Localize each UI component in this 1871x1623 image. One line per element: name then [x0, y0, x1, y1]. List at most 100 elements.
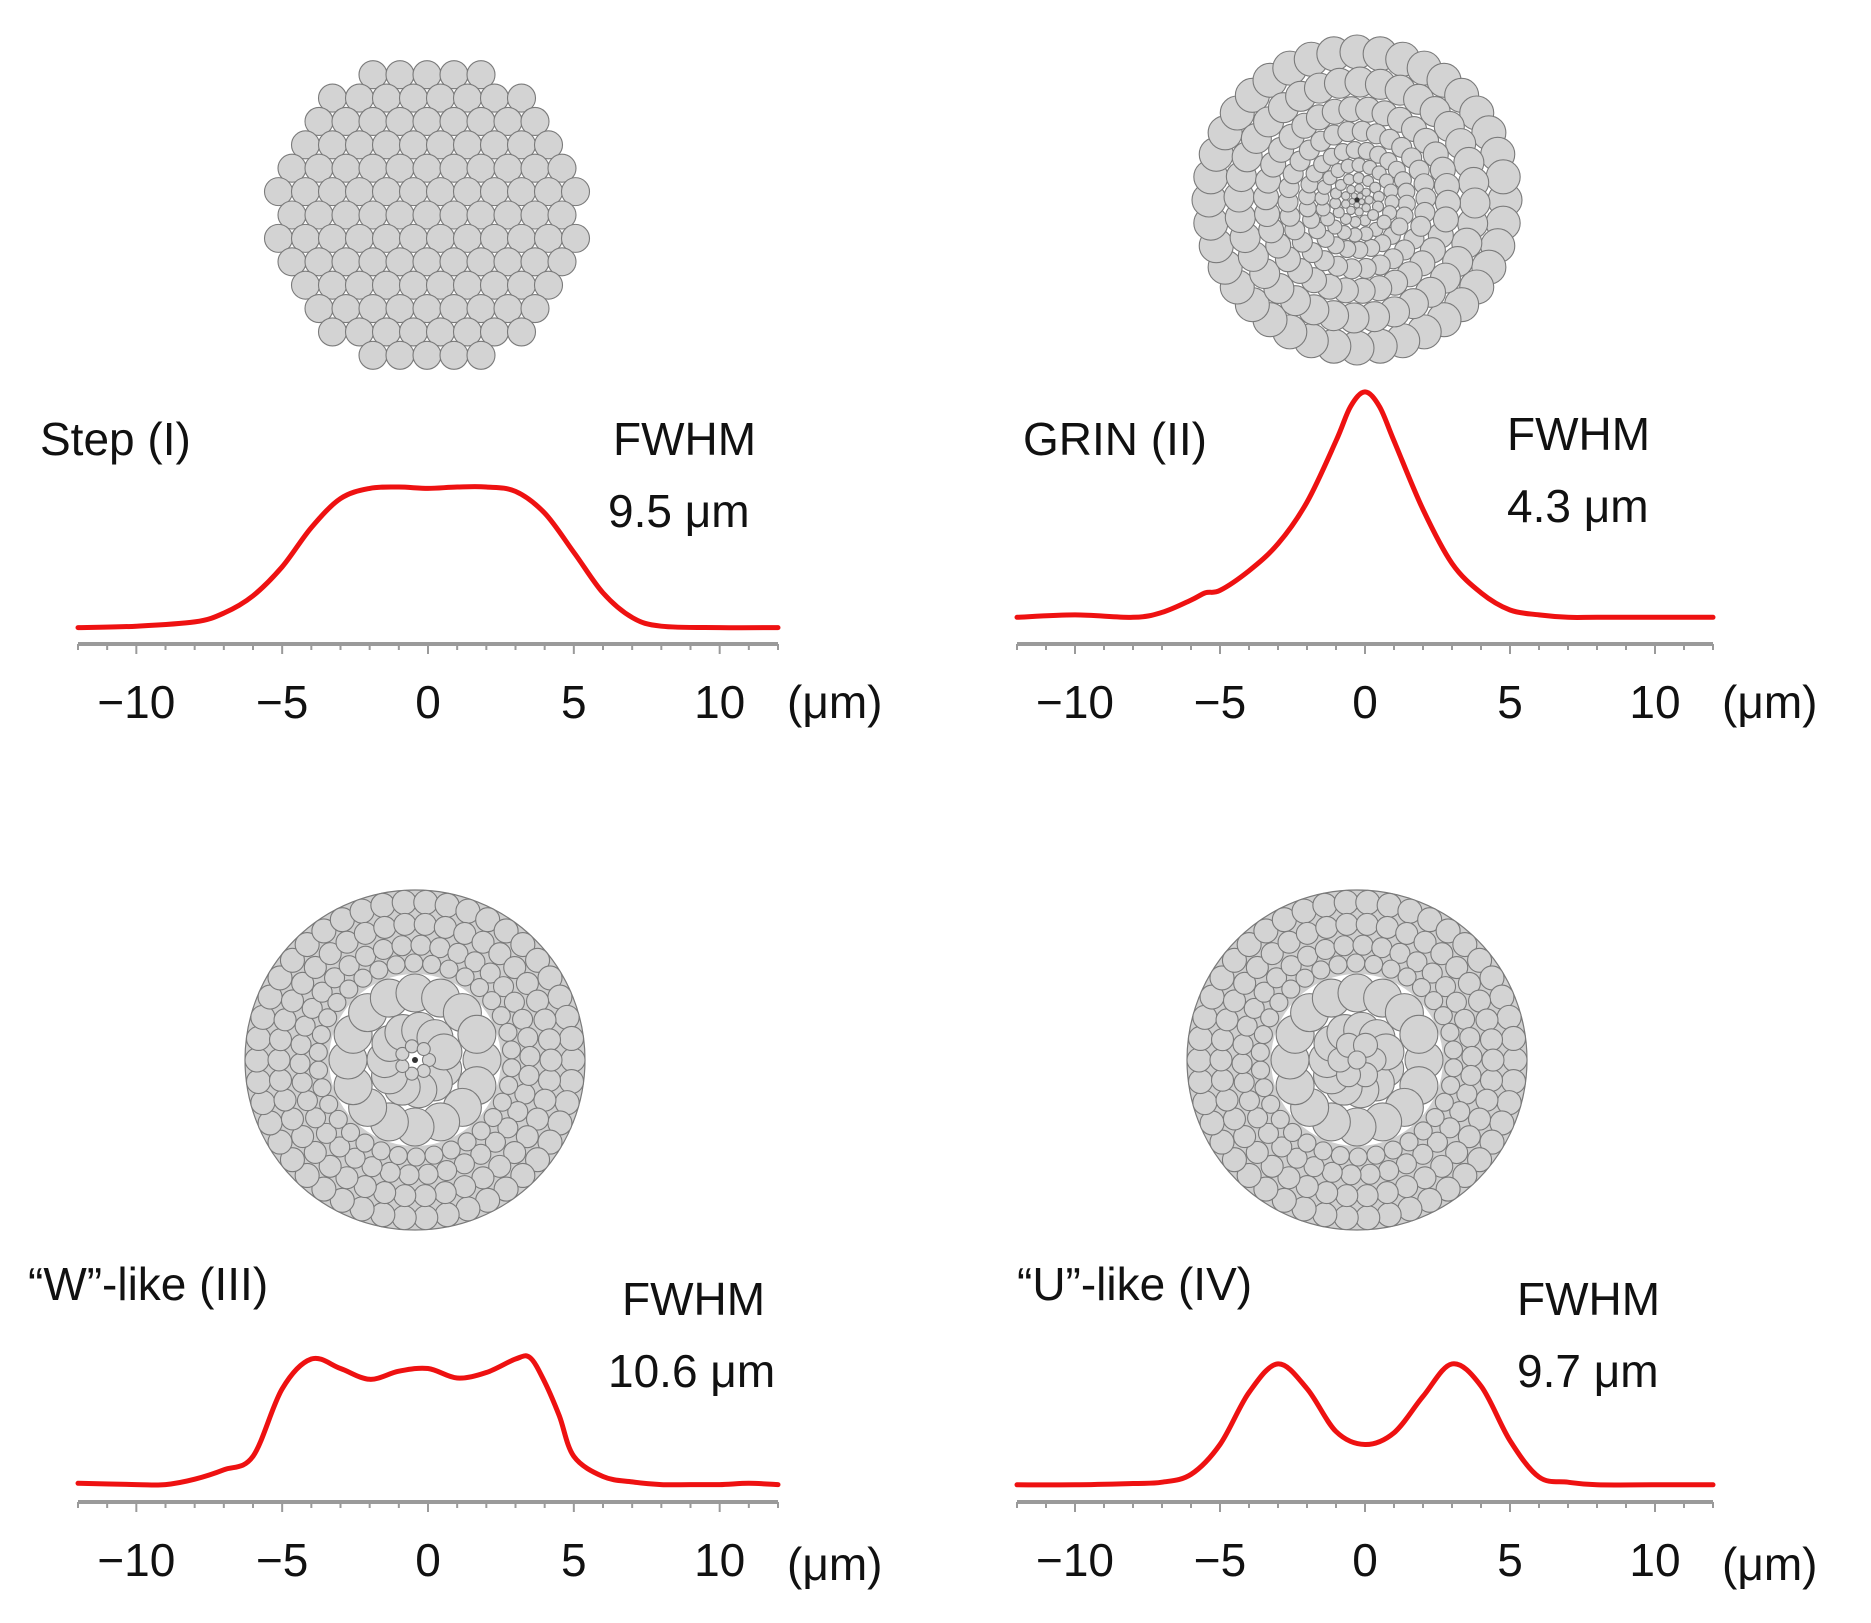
fiber-cell: [469, 977, 490, 998]
fiber-cell: [455, 967, 475, 987]
fiber-cell: [501, 1040, 522, 1060]
fiber-cell: [492, 976, 515, 998]
x-unit-u-like: (μm): [1722, 1538, 1817, 1590]
fiber-cell: [311, 1025, 331, 1045]
fiber-cell: [1426, 1131, 1448, 1153]
fiber-cell: [267, 1048, 291, 1072]
fiber-cell: [470, 1143, 492, 1165]
fiber-cell: [305, 1107, 327, 1129]
x-tick-label: −10: [97, 676, 175, 728]
fiber-cell: [1245, 1140, 1269, 1165]
fiber-cell: [433, 1181, 457, 1205]
fiber-cell: [502, 1058, 522, 1078]
fiber-cell: [404, 1039, 419, 1054]
fiber-cell: [406, 1147, 426, 1167]
fiber-cell: [1435, 918, 1461, 944]
fiber-cell: [1187, 1025, 1214, 1052]
fiber-cell: [245, 1025, 272, 1052]
fiber-cell: [1348, 1147, 1368, 1167]
fiber-cell: [1424, 991, 1444, 1011]
fiber-cell: [525, 1147, 551, 1173]
fwhm-value-w-like: 10.6 μm: [608, 1345, 775, 1397]
fiber-cell: [391, 889, 417, 915]
fiber-cell: [317, 317, 348, 347]
fiber-cell: [1435, 1176, 1461, 1202]
fiber-cell: [413, 1184, 437, 1208]
x-unit-grin: (μm): [1722, 676, 1817, 728]
fiber-cell: [429, 937, 451, 959]
fiber-cell: [324, 967, 346, 989]
fiber-cell: [280, 989, 305, 1013]
fiber-cell: [1358, 198, 1366, 206]
fiber-cell: [301, 997, 323, 1019]
fiber-cell: [1371, 937, 1393, 959]
fiber-cell: [370, 892, 396, 918]
fiber-cell: [1270, 1109, 1290, 1129]
fiber-cell: [1479, 1129, 1505, 1155]
fiber-cell: [355, 1133, 375, 1153]
fiber-cell: [466, 340, 496, 370]
fiber-cell: [308, 1060, 329, 1080]
fiber-cell: [537, 1028, 562, 1052]
fiber-cell: [1233, 1071, 1255, 1093]
fiber-cell: [453, 1175, 477, 1199]
x-tick-label: 5: [561, 1534, 587, 1586]
fiber-cell: [1413, 930, 1437, 954]
fiber-cell: [303, 1140, 327, 1165]
profile-plot-w-like: −10 −5 0 5 10: [75, 1353, 781, 1586]
fiber-cell: [386, 955, 406, 975]
fiber-cell: [1253, 981, 1275, 1003]
fiber-cell: [412, 340, 442, 370]
fiber-cell: [1333, 935, 1355, 957]
profile-plot-u-like: −10 −5 0 5 10: [1014, 1361, 1716, 1586]
fiber-cell: [560, 1047, 586, 1073]
fiber-cell: [315, 1122, 338, 1144]
fiber-cell: [1215, 1088, 1239, 1112]
x-tick-label: 0: [415, 676, 441, 728]
fiber-cell: [1328, 955, 1348, 975]
fiber-cell: [413, 889, 439, 915]
fiber-cell: [1376, 214, 1392, 230]
fiber-cell: [455, 1196, 481, 1222]
fiber-cell: [1209, 1048, 1233, 1072]
fiber-cell: [1449, 1101, 1471, 1123]
x-tick-label: 5: [1497, 676, 1523, 728]
fiber-cell: [1277, 1166, 1301, 1190]
intensity-profile-line: [75, 1353, 781, 1488]
fiber-cell: [1312, 892, 1338, 918]
fiber-cell: [488, 942, 512, 966]
fiber-cell: [512, 1008, 534, 1030]
x-tick-label: −10: [1036, 1534, 1114, 1586]
fiber-cell: [488, 1154, 512, 1178]
fiber-cell: [267, 965, 293, 991]
fiber-cell: [1443, 1040, 1464, 1060]
fiber-cell: [1247, 1107, 1269, 1129]
fiber-cell: [1260, 1008, 1280, 1028]
x-tick-label: −5: [256, 676, 308, 728]
fiber-cell: [1467, 1107, 1492, 1131]
fiber-cell: [471, 1121, 491, 1141]
fiber-cell: [1485, 159, 1521, 195]
fiber-cell: [537, 1068, 562, 1092]
panel-u-like: “U”-like (IV) FWHM 9.7 μm −10 −5 0 5 10 (μm): [1014, 889, 1817, 1590]
fiber-cell: [1434, 1092, 1454, 1112]
fiber-cell: [1395, 1175, 1419, 1199]
fiber-cell: [1459, 187, 1491, 219]
fiber-cell: [291, 1125, 315, 1149]
fiber-cell: [404, 1066, 419, 1081]
fiber-cell: [1333, 1205, 1359, 1231]
fiber-cell: [1441, 1075, 1461, 1095]
fiber-cell: [1359, 1163, 1381, 1185]
fiber-cell: [1496, 1004, 1522, 1030]
fiber-cell: [1233, 971, 1257, 995]
fiber-cell: [340, 1122, 361, 1143]
x-tick-label: 0: [1352, 1534, 1378, 1586]
fiber-cell: [515, 971, 539, 995]
fiber-cell: [1238, 1090, 1260, 1112]
fiber-cell: [379, 1161, 401, 1183]
fiber-cell: [1461, 1045, 1483, 1068]
fiber-cell: [1460, 1064, 1482, 1086]
panel-step: Step (I) FWHM 9.5 μm −10 −5 0 5 10 (μm): [40, 60, 882, 728]
fiber-cell: [1452, 931, 1478, 958]
fiber-cell: [245, 1068, 272, 1095]
